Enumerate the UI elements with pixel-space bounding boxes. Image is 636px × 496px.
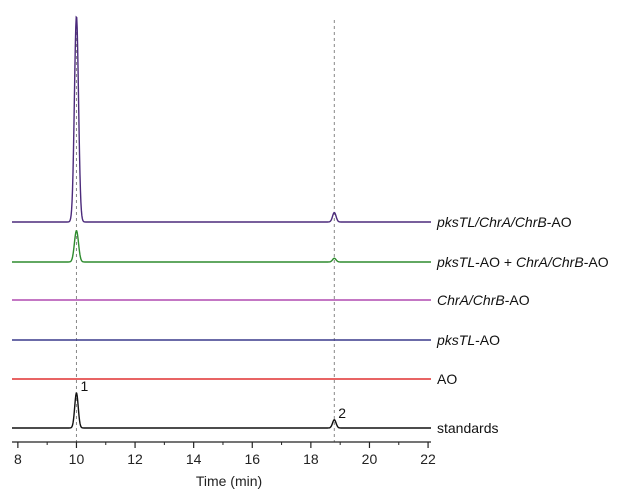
series-labels: pksTL/ChrA/ChrB-AO pksTL-AO + ChrA/ChrB-A… (80, 214, 608, 436)
traces (12, 15, 431, 429)
x-tick-label-8: 8 (14, 451, 22, 467)
x-tick-label-22: 22 (420, 451, 436, 467)
peak-label-2: 2 (338, 405, 346, 421)
series-label-3: pksTL-AO (436, 332, 500, 348)
series-label-5: standards (437, 420, 498, 436)
x-axis-title: Time (min) (196, 473, 262, 489)
x-tick-label-12: 12 (127, 451, 143, 467)
x-axis: 8 10 12 14 16 18 20 22 (12, 441, 436, 467)
series-label-0: pksTL/ChrA/ChrB-AO (436, 214, 572, 230)
x-tick-label-14: 14 (186, 451, 202, 467)
trace-0 (12, 15, 431, 223)
series-label-4: AO (437, 371, 457, 387)
x-tick-label-18: 18 (303, 451, 319, 467)
trace-1 (12, 230, 431, 263)
x-tick-label-16: 16 (244, 451, 260, 467)
peak-label-1: 1 (80, 378, 88, 394)
x-tick-label-20: 20 (362, 451, 378, 467)
series-label-1: pksTL-AO + ChrA/ChrB-AO (436, 254, 609, 270)
series-label-2: ChrA/ChrB-AO (437, 292, 530, 308)
trace-5 (12, 392, 431, 429)
x-tick-label-10: 10 (69, 451, 85, 467)
